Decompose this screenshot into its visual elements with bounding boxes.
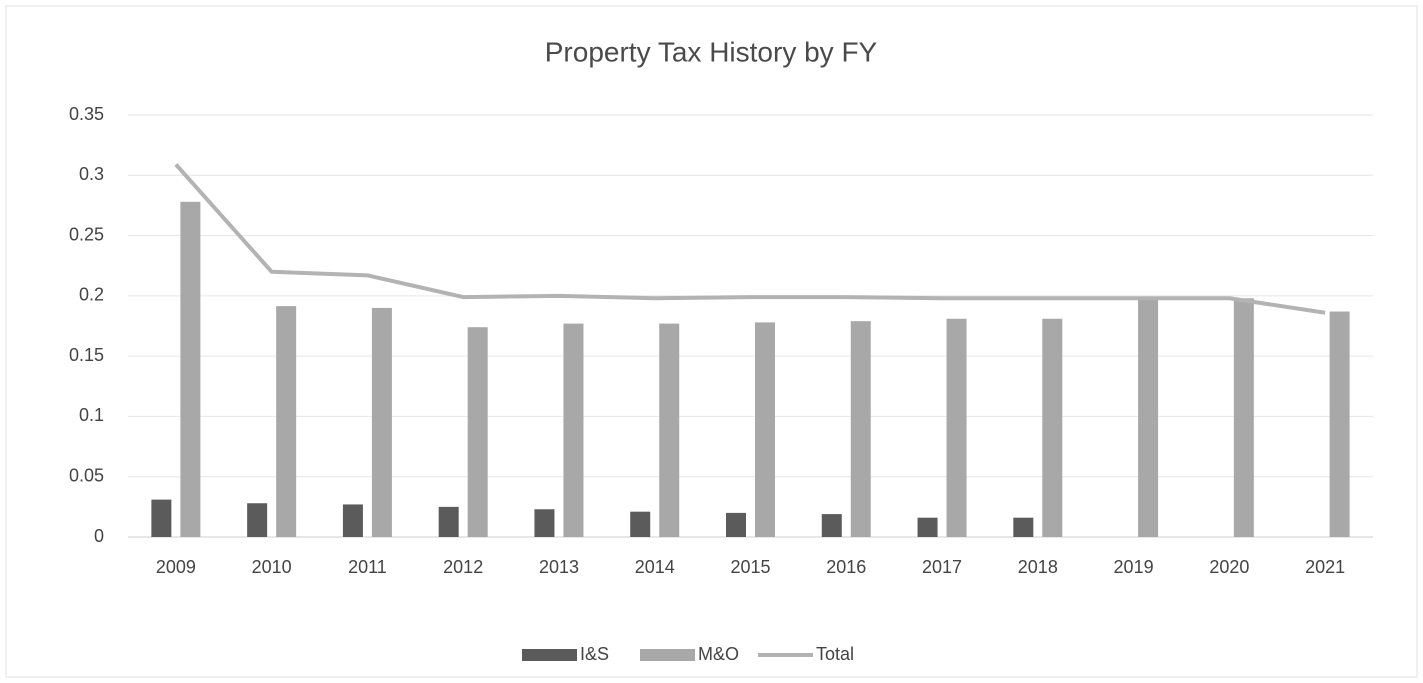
x-tick-label: 2016 [826,557,866,577]
legend-swatch [522,649,577,661]
y-tick-label: 0.25 [69,224,104,244]
x-tick-label: 2010 [252,557,292,577]
bar [438,506,459,537]
bar [726,512,746,537]
bar [1013,517,1034,537]
legend-label: Total [816,644,854,664]
bar [151,499,172,537]
bar [821,514,842,537]
y-tick-label: 0.1 [79,405,104,425]
x-tick-label: 2009 [156,557,196,577]
x-tick-label: 2013 [539,557,579,577]
y-tick-label: 0 [94,526,104,546]
bar [1233,298,1254,537]
bar [563,323,584,537]
bar [755,322,775,537]
line [174,163,1326,315]
bar [247,503,268,537]
legend-label: I&S [580,644,609,664]
bar [630,511,651,537]
bar [342,504,363,537]
bar [467,327,488,537]
y-tick-label: 0.2 [79,285,104,305]
chart-title: Property Tax History by FY [545,36,878,67]
bar [371,307,392,537]
bar [534,509,555,537]
x-tick-label: 2011 [348,557,387,577]
x-tick-label: 2018 [1018,557,1058,577]
x-tick-label: 2017 [922,557,962,577]
bar [850,321,871,537]
legend-label: M&O [698,644,739,664]
bar [276,306,297,537]
y-tick-label: 0.05 [69,465,104,485]
bar [659,323,680,537]
x-tick-label: 2015 [730,557,770,577]
x-tick-label: 2012 [443,557,483,577]
bar [946,318,967,537]
x-tick-label: 2021 [1305,557,1345,577]
bar [180,201,201,537]
x-tick-label: 2020 [1209,557,1249,577]
bar [1042,318,1063,537]
bar [917,517,938,537]
chart-frame [5,5,1418,678]
y-tick-label: 0.35 [69,104,104,124]
legend-swatch [640,649,695,661]
y-tick-label: 0.3 [79,164,104,184]
x-tick-label: 2014 [635,557,675,577]
bar [1138,298,1159,537]
x-tick-label: 2019 [1114,557,1154,577]
bar [1329,311,1350,537]
y-tick-label: 0.15 [69,345,104,365]
